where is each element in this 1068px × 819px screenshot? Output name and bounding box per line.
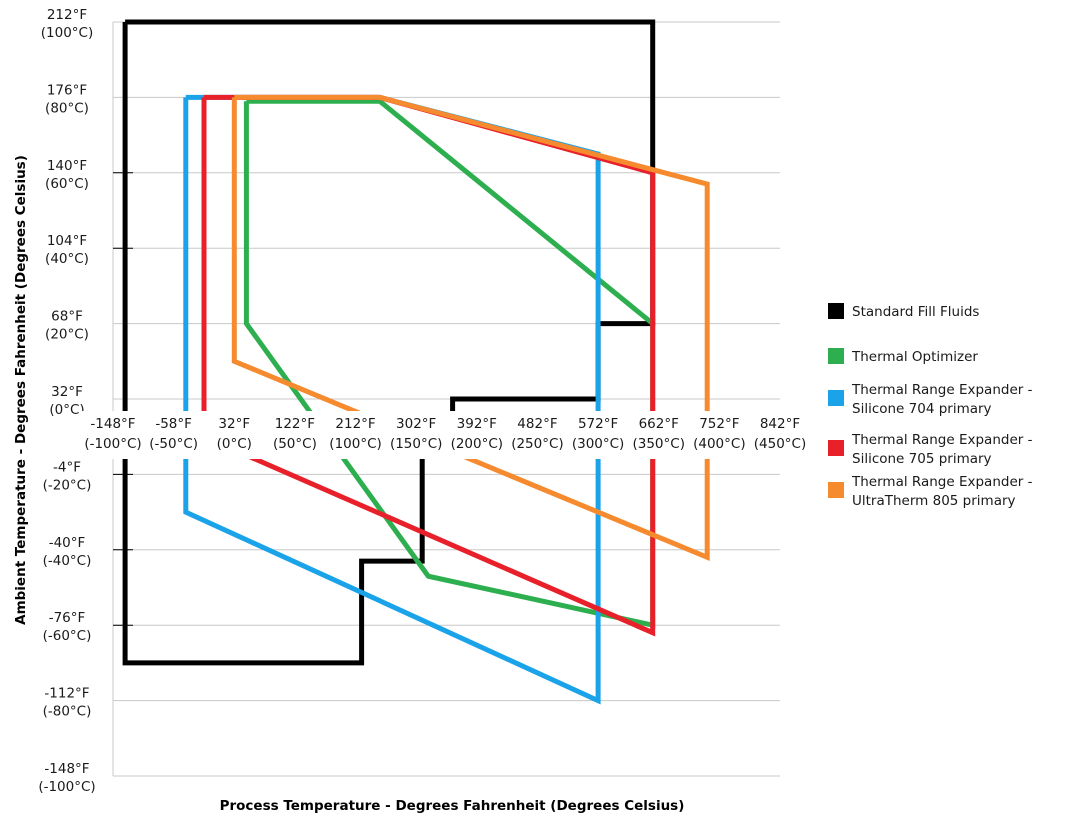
y-tick-labels: 212°F (100°C) 176°F (80°C) 140°F (60°C) 104°F(… <box>38 7 95 795</box>
x-tick-label: 302°F (150°C) <box>390 416 442 452</box>
y-tick-label: 140°F (60°C) <box>45 158 89 192</box>
legend-label: Thermal Range Expander -UltraTherm 805 p… <box>851 474 1033 509</box>
x-tick-label-bg <box>624 411 693 459</box>
x-tick-label: 482°F (250°C) <box>511 416 563 452</box>
y-tick-label: 212°F (100°C) <box>41 7 93 41</box>
y-tick-label: 68°F (20°C) <box>45 309 89 343</box>
y-tick-label: 176°F (80°C) <box>45 82 89 116</box>
x-tick-label-bg <box>200 411 269 459</box>
y-tick-label: -76°F (-60°C) <box>43 610 92 644</box>
x-tick-label-bg <box>382 411 451 459</box>
x-tick-label: 842°F (450°C) <box>754 416 806 452</box>
x-tick-label-bg <box>503 411 572 459</box>
legend-swatch <box>828 482 844 498</box>
x-tick-label-bg <box>79 411 147 459</box>
legend-swatch <box>828 390 844 406</box>
legend: Standard Fill Fluids Thermal Optimizer The… <box>828 303 1033 509</box>
series-line-5 <box>231 94 710 562</box>
legend-label: Thermal Range Expander -Silicone 705 pri… <box>851 432 1033 467</box>
x-tick-label-bg <box>564 411 633 459</box>
x-tick-label-bg <box>746 411 814 459</box>
x-tick-label: -148°F (-100°C) <box>84 416 141 452</box>
y-axis-title: Ambient Temperature - Degrees Fahrenheit… <box>13 155 29 625</box>
legend-label: Thermal Optimizer <box>851 349 978 365</box>
series-layer <box>122 19 710 705</box>
x-tick-label-bg <box>260 411 329 459</box>
legend-swatch <box>828 440 844 456</box>
legend-swatch <box>828 348 844 364</box>
x-tick-label-bg <box>685 411 754 459</box>
y-tick-label: -112°F (-80°C) <box>43 686 92 720</box>
x-axis-title: Process Temperature - Degrees Fahrenheit… <box>220 798 685 814</box>
x-tick-label: 572°F (300°C) <box>572 416 624 452</box>
y-tick-label: -4°F (-20°C) <box>43 459 92 493</box>
y-tick-label: 32°F (0°C) <box>49 384 84 418</box>
x-tick-label: 392°F (200°C) <box>451 416 503 452</box>
x-tick-label: 32°F (0°C) <box>217 416 252 452</box>
x-tick-label-bg <box>321 411 390 459</box>
x-tick-label: 212°F (100°C) <box>329 416 381 452</box>
x-tick-label: 752°F (400°C) <box>693 416 745 452</box>
y-tick-label: 104°F (40°C) <box>45 233 89 267</box>
x-tick-label: 122°F (50°C) <box>273 416 317 452</box>
x-tick-label-bg <box>442 411 511 459</box>
legend-label: Standard Fill Fluids <box>852 304 979 320</box>
y-tick-label: -40°F (-40°C) <box>43 535 92 569</box>
x-tick-label-bg <box>139 411 208 459</box>
y-tick-label: -148°F (-100°C) <box>38 761 95 795</box>
legend-label: Thermal Range Expander -Silicone 704 pri… <box>851 382 1033 417</box>
x-tick-label: 662°F (350°C) <box>632 416 684 452</box>
x-tick-label: -58°F (-50°C) <box>149 416 198 452</box>
x-tick-labels: -148°F (-100°C)-58°F (-50°C) 32°F (0°C) 122°F… <box>79 411 814 459</box>
legend-swatch <box>828 303 844 319</box>
